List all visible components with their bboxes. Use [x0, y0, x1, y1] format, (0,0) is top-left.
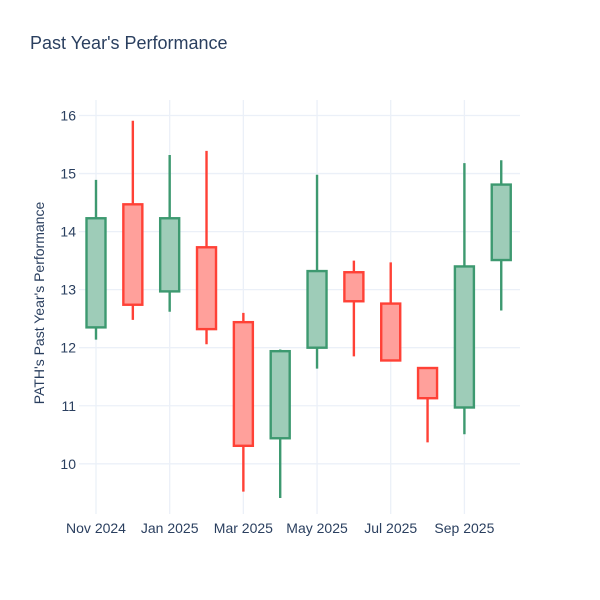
candlestick-aug-2025	[416, 366, 439, 443]
y-axis-tick-label: 10	[60, 456, 76, 472]
candle-body	[380, 302, 402, 362]
x-axis-tick-label: Nov 2024	[66, 520, 126, 536]
candlestick-apr-2025	[269, 349, 291, 499]
y-axis-tick-label: 11	[61, 398, 76, 414]
candle-body	[232, 320, 255, 448]
candle-body	[158, 217, 181, 293]
candlestick-sep-2025	[453, 163, 476, 435]
candlestick-nov-2024	[85, 179, 107, 340]
x-axis-tick-label: May 2025	[286, 520, 348, 536]
y-axis-tick-label: 13	[60, 282, 76, 298]
candlestick-feb-2025	[195, 150, 218, 345]
y-axis-tick-label: 14	[60, 224, 76, 240]
candlestick-jul-2025	[380, 262, 402, 362]
y-axis-tick-label: 15	[60, 166, 76, 182]
chart-title: Past Year's Performance	[30, 33, 228, 53]
x-axis-tick-label: Mar 2025	[214, 520, 273, 536]
candle-body	[416, 366, 439, 400]
y-axis-tick-label: 16	[60, 108, 76, 124]
candle-body	[306, 269, 328, 349]
candlestick-oct-2025	[490, 160, 512, 311]
candlestick-jun-2025	[343, 260, 365, 357]
candle-body	[195, 246, 218, 331]
candle-body	[490, 183, 512, 262]
candle-body	[269, 349, 291, 440]
x-axis-tick-label: Jul 2025	[364, 520, 417, 536]
candlestick-jan-2025	[158, 154, 181, 312]
candle-body	[122, 203, 144, 306]
candlestick-mar-2025	[232, 312, 255, 492]
candle-body	[85, 217, 107, 329]
candlestick-dec-2024	[122, 120, 144, 320]
candlestick-may-2025	[306, 174, 328, 369]
candle-body	[343, 271, 365, 303]
candle-body	[453, 265, 476, 409]
x-axis-tick-label: Jan 2025	[141, 520, 199, 536]
y-axis-tick-label: 12	[60, 340, 76, 356]
x-axis-tick-label: Sep 2025	[434, 520, 494, 536]
